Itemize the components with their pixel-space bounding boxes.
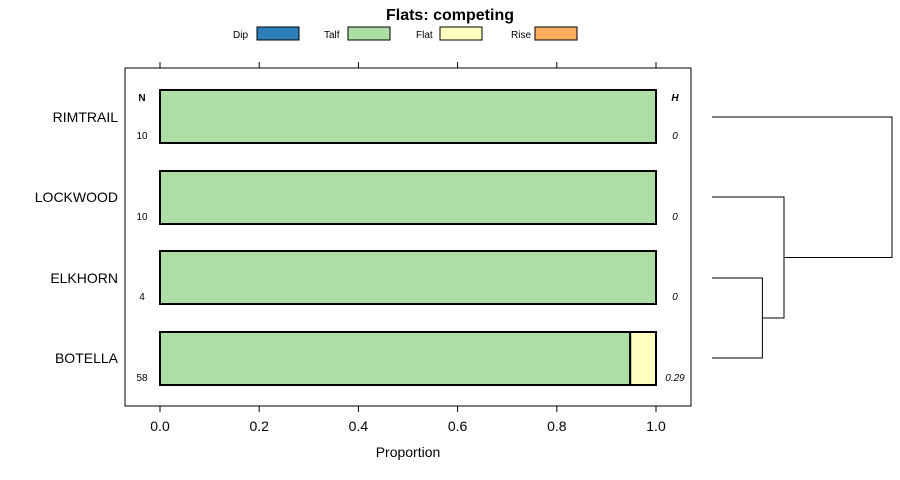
legend-swatch-talf [347, 26, 391, 41]
h-column-header: H [671, 93, 679, 104]
dendrogram [712, 116, 893, 359]
n-value: 10 [136, 131, 148, 142]
x-axis: 0.0 0.2 0.4 0.6 0.8 1.0 [150, 62, 666, 434]
x-tick-label: 0.4 [349, 418, 369, 434]
bar-segment-flat [629, 331, 658, 386]
bar-segment-talf [159, 250, 657, 305]
n-value: 10 [136, 212, 148, 223]
h-value: 0 [672, 212, 678, 223]
h-value: 0.29 [665, 373, 685, 384]
x-tick-label: 0.6 [448, 418, 468, 434]
h-value: 0 [672, 292, 678, 303]
plot-frame [124, 67, 692, 407]
bar-segment-talf [159, 331, 632, 386]
category-label: LOCKWOOD [35, 189, 118, 205]
bar-row: LOCKWOOD 10 0 [35, 170, 678, 225]
n-value: 58 [136, 373, 148, 384]
x-tick-label: 0.2 [249, 418, 269, 434]
dendrogram-branch [712, 196, 785, 319]
bar-rows: RIMTRAIL 10 0 LOCKWOOD 10 0 ELKHORN 4 0 BOTELLA 58… [35, 89, 685, 386]
x-tick-label: 0.8 [547, 418, 567, 434]
x-tick-label: 1.0 [646, 418, 666, 434]
legend-swatch-dip [256, 26, 300, 41]
legend-swatch-rise [534, 26, 578, 41]
bar-row: BOTELLA 58 0.29 [55, 331, 685, 386]
bar-segment-talf [159, 89, 657, 144]
bar-row: RIMTRAIL 10 0 [53, 89, 678, 144]
category-label: BOTELLA [55, 350, 119, 366]
bar-segment-talf [159, 170, 657, 225]
bar-row: ELKHORN 4 0 [50, 250, 678, 305]
h-value: 0 [672, 131, 678, 142]
x-axis-label: Proportion [376, 444, 441, 460]
chart-title: Flats: competing [386, 7, 514, 24]
legend-label-flat: Flat [416, 30, 433, 41]
x-tick-label: 0.0 [150, 418, 170, 434]
category-label: ELKHORN [50, 270, 118, 286]
legend-label-rise: Rise [511, 30, 531, 41]
legend-swatch-flat [439, 26, 483, 41]
legend-label-talf: Talf [324, 30, 340, 41]
legend-label-dip: Dip [233, 30, 248, 41]
dendrogram-branch [712, 116, 893, 258]
n-value: 4 [139, 292, 145, 303]
n-column-header: N [138, 93, 145, 104]
legend: Dip Talf Flat Rise [233, 26, 578, 41]
dendrogram-branch [712, 277, 763, 359]
category-label: RIMTRAIL [53, 109, 119, 125]
